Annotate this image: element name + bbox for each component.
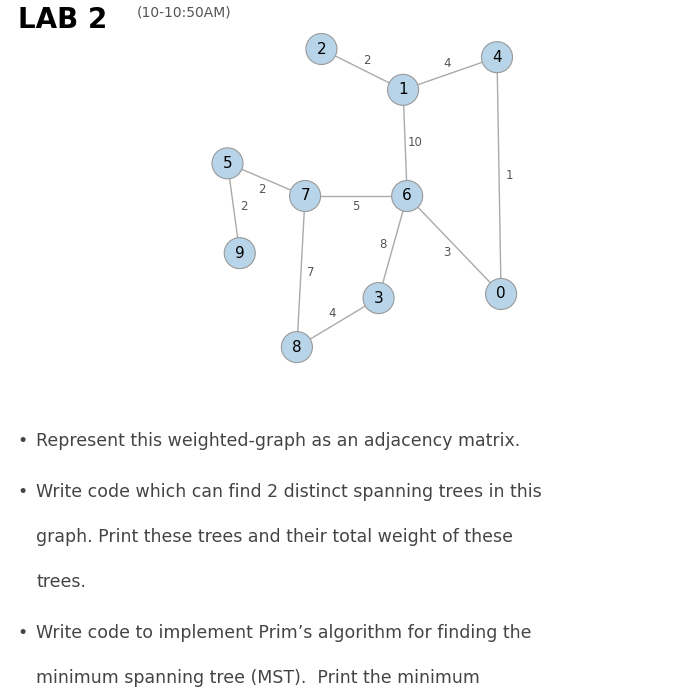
Text: 1: 1 [398,83,408,97]
Circle shape [306,34,337,64]
Text: 2: 2 [258,183,266,195]
Text: 3: 3 [443,246,450,258]
Circle shape [212,148,243,179]
Text: LAB 2: LAB 2 [18,6,106,34]
Text: 7: 7 [307,265,315,279]
Text: 7: 7 [300,188,310,204]
Text: •: • [18,483,28,500]
Text: 3: 3 [374,290,384,306]
Text: minimum spanning tree (MST).  Print the minimum: minimum spanning tree (MST). Print the m… [36,669,480,687]
Text: Represent this weighted-graph as an adjacency matrix.: Represent this weighted-graph as an adja… [36,432,521,449]
Text: 10: 10 [408,136,423,149]
Circle shape [363,283,394,314]
Text: 2: 2 [240,200,248,214]
Circle shape [486,279,517,309]
Text: 4: 4 [329,307,336,321]
Text: 8: 8 [292,340,302,355]
Text: •: • [18,624,28,642]
Circle shape [281,332,312,363]
Text: 2: 2 [316,41,326,57]
Text: 4: 4 [492,50,502,64]
Text: 8: 8 [379,238,386,251]
Circle shape [290,181,321,211]
Text: 4: 4 [443,57,450,71]
Text: 1: 1 [505,169,513,182]
Text: 9: 9 [235,246,244,260]
Circle shape [392,181,423,211]
Text: (10-10:50AM): (10-10:50AM) [136,6,231,20]
Text: 6: 6 [402,188,412,204]
Circle shape [224,238,256,269]
Text: trees.: trees. [36,573,86,591]
Text: 2: 2 [363,54,370,66]
Text: Write code to implement Prim’s algorithm for finding the: Write code to implement Prim’s algorithm… [36,624,532,642]
Text: Write code which can find 2 distinct spanning trees in this: Write code which can find 2 distinct spa… [36,483,542,500]
Text: 0: 0 [496,286,506,302]
Text: •: • [18,432,28,449]
Circle shape [388,74,419,105]
Text: graph. Print these trees and their total weight of these: graph. Print these trees and their total… [36,528,513,546]
Text: 5: 5 [352,199,360,213]
Circle shape [482,42,512,73]
Text: 5: 5 [223,156,232,171]
